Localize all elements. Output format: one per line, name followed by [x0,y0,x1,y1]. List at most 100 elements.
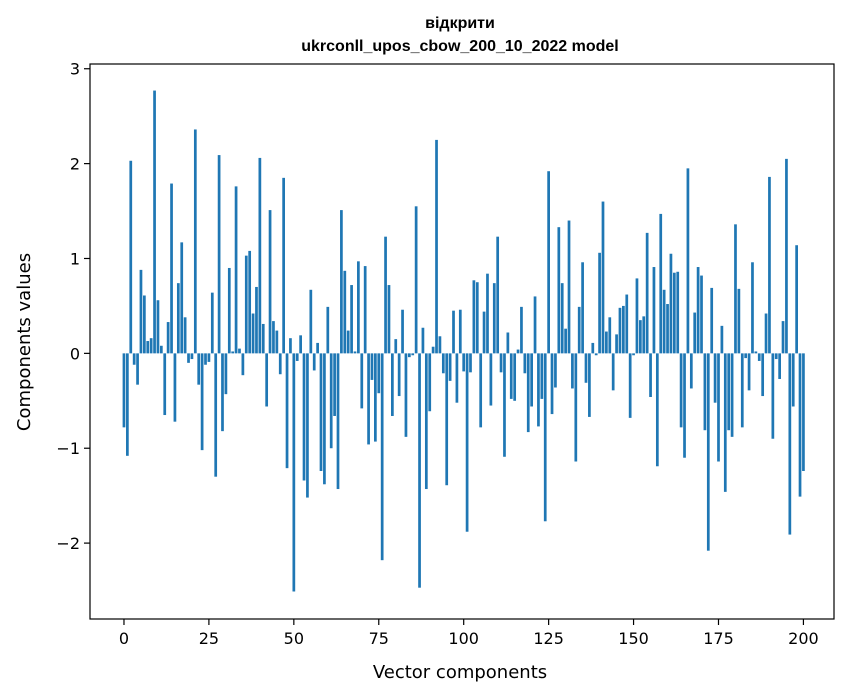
bar [448,353,452,381]
bar [475,282,479,354]
bar [533,296,537,354]
bar [258,157,262,354]
bar [295,353,299,361]
bar [244,255,248,354]
bar [227,267,231,354]
bar [452,310,455,354]
bar [323,353,326,485]
bar [441,353,445,374]
bar [540,353,544,399]
bar [149,338,153,354]
bar [126,353,129,456]
bar [564,328,567,354]
bar [200,353,204,451]
x-tick-label: 200 [788,629,819,648]
bar [774,353,778,360]
x-tick-label: 125 [533,629,564,648]
bar [455,353,459,403]
bar [489,353,493,406]
bar [700,275,703,354]
y-tick-label: 1 [70,249,80,268]
bar [391,353,394,416]
bar [333,353,336,416]
bar [598,252,601,354]
bar [554,353,557,388]
bar [343,270,347,354]
bar [798,353,802,497]
bar [581,262,584,354]
bar [278,353,282,375]
bar [764,313,768,354]
bar [717,353,720,462]
bar [588,353,591,417]
bar [659,213,663,354]
bar [503,353,506,457]
y-tick-label: 3 [70,60,80,79]
bar [795,245,798,354]
bar [292,353,296,592]
bar [336,353,340,490]
bar [479,353,483,428]
bar [611,353,615,391]
x-tick-label: 100 [448,629,479,648]
bar [404,353,408,437]
bar [431,346,435,354]
bar [350,285,353,354]
bar [129,160,133,354]
bar [370,353,374,380]
bar [261,323,265,354]
bar [720,325,724,354]
bar [706,353,710,551]
bar [299,335,302,354]
bar [360,353,364,409]
bar [210,292,214,354]
bar [234,186,238,354]
bar [346,330,350,354]
bar [285,353,289,469]
bar [159,345,163,354]
bar [173,353,177,422]
x-tick-label: 175 [703,629,734,648]
bar [740,353,744,428]
bar [601,201,605,354]
bar [221,353,224,432]
bar [377,353,381,394]
bar [492,283,496,354]
bar [618,307,622,354]
bar [401,309,404,354]
bar [751,262,754,354]
bar [560,283,564,354]
bar [639,320,642,354]
bar [367,353,370,445]
bar [672,272,676,354]
bar [387,285,391,354]
bar [608,317,612,354]
bar [652,267,656,354]
bar [190,353,194,360]
bar [472,280,476,354]
bar [465,353,469,532]
bar [761,353,765,397]
x-axis-label: Vector components [373,662,547,683]
bar [754,351,758,354]
bar [574,353,578,462]
bar [143,295,146,354]
bar [523,353,527,374]
bar [329,353,333,449]
bar [791,353,795,407]
bar [374,353,377,442]
bar [438,336,442,354]
bar [407,353,411,358]
bar [526,353,530,433]
bar [136,353,139,385]
bar [632,353,635,356]
bar [231,351,235,354]
bar [340,210,343,354]
bar [802,353,805,471]
bar [238,348,241,354]
bar [550,353,554,415]
bar [166,322,170,354]
bar [319,353,323,471]
bar [679,353,683,428]
bar [384,236,387,354]
